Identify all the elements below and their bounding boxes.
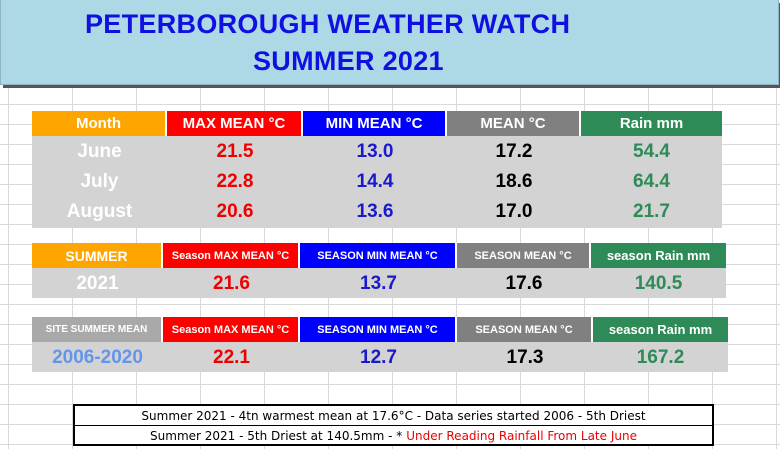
rain-value: 54.4: [633, 141, 670, 162]
header-summer: SUMMER: [32, 243, 163, 268]
season-rain-value: 140.5: [634, 272, 683, 294]
month-label: July: [80, 171, 119, 192]
header-mean: MEAN °C: [447, 111, 581, 136]
header-site-summer-mean: SITE SUMMER MEAN: [32, 317, 163, 342]
month-label: June: [77, 141, 122, 162]
mean-value: 17.0: [495, 201, 533, 222]
mean-value: 18.6: [495, 171, 533, 192]
season-max-mean-value: 21.6: [213, 272, 250, 294]
note-line-1-text: Summer 2021 - 4tn warmest mean at 17.6°C…: [141, 408, 646, 423]
header-site-min-mean: SEASON MIN MEAN °C: [300, 317, 457, 342]
table-row: 2021 21.6 13.7 17.6 140.5: [32, 269, 726, 298]
site-max-mean-value: 22.1: [213, 346, 250, 368]
note-line-2-highlight: Under Reading Rainfall From Late June: [406, 428, 637, 443]
monthly-table: Month MAX MEAN °C MIN MEAN °C MEAN °C Ra…: [32, 111, 722, 228]
season-year-label: 2021: [76, 272, 119, 294]
month-label: August: [66, 201, 133, 222]
title-banner: PETERBOROUGH WEATHER WATCH SUMMER 2021: [0, 0, 779, 85]
header-month: Month: [32, 111, 167, 136]
max-mean-value: 20.6: [216, 201, 254, 222]
header-min-mean: MIN MEAN °C: [303, 111, 447, 136]
header-season-min-mean: SEASON MIN MEAN °C: [300, 243, 457, 268]
table-row: August 20.6 13.6 17.0 21.7: [32, 197, 722, 227]
min-mean-value: 13.0: [356, 141, 394, 162]
rain-value: 21.7: [633, 201, 670, 222]
site-mean-value: 17.3: [506, 346, 544, 368]
header-season-rain: season Rain mm: [591, 243, 726, 268]
note-line-2: Summer 2021 - 5th Driest at 140.5mm - * …: [75, 425, 712, 445]
site-header-row: SITE SUMMER MEAN Season MAX MEAN °C SEAS…: [32, 317, 728, 342]
site-rain-value: 167.2: [636, 346, 685, 368]
note-line-2-text: Summer 2021 - 5th Driest at 140.5mm - *: [150, 428, 403, 443]
note-line-1: Summer 2021 - 4tn warmest mean at 17.6°C…: [75, 406, 712, 425]
header-rain: Rain mm: [581, 111, 722, 136]
max-mean-value: 21.5: [216, 141, 254, 162]
site-mean-table: SITE SUMMER MEAN Season MAX MEAN °C SEAS…: [32, 317, 728, 372]
site-min-mean-value: 12.7: [360, 346, 397, 368]
page-subtitle: SUMMER 2021: [253, 46, 444, 76]
mean-value: 17.2: [495, 141, 533, 162]
header-site-rain: season Rain mm: [593, 317, 728, 342]
table-row: June 21.5 13.0 17.2 54.4: [32, 137, 722, 167]
season-header-row: SUMMER Season MAX MEAN °C SEASON MIN MEA…: [32, 243, 726, 268]
table-row: July 22.8 14.4 18.6 64.4: [32, 167, 722, 197]
min-mean-value: 13.6: [356, 201, 394, 222]
season-mean-value: 17.6: [505, 272, 543, 294]
table-row: 2006-2020 22.1 12.7 17.3 167.2: [32, 343, 728, 372]
monthly-header-row: Month MAX MEAN °C MIN MEAN °C MEAN °C Ra…: [32, 111, 722, 136]
header-max-mean: MAX MEAN °C: [167, 111, 303, 136]
header-season-mean: SEASON MEAN °C: [457, 243, 591, 268]
max-mean-value: 22.8: [216, 171, 254, 192]
header-site-mean: SEASON MEAN °C: [457, 317, 593, 342]
page-title: PETERBOROUGH WEATHER WATCH: [85, 9, 571, 39]
rain-value: 64.4: [633, 171, 670, 192]
season-table: SUMMER Season MAX MEAN °C SEASON MIN MEA…: [32, 243, 726, 298]
season-min-mean-value: 13.7: [360, 272, 397, 294]
header-season-max-mean: Season MAX MEAN °C: [163, 243, 300, 268]
notes-box: Summer 2021 - 4tn warmest mean at 17.6°C…: [73, 404, 714, 446]
min-mean-value: 14.4: [356, 171, 394, 192]
site-period-label: 2006-2020: [52, 346, 143, 368]
header-site-max-mean: Season MAX MEAN °C: [163, 317, 300, 342]
